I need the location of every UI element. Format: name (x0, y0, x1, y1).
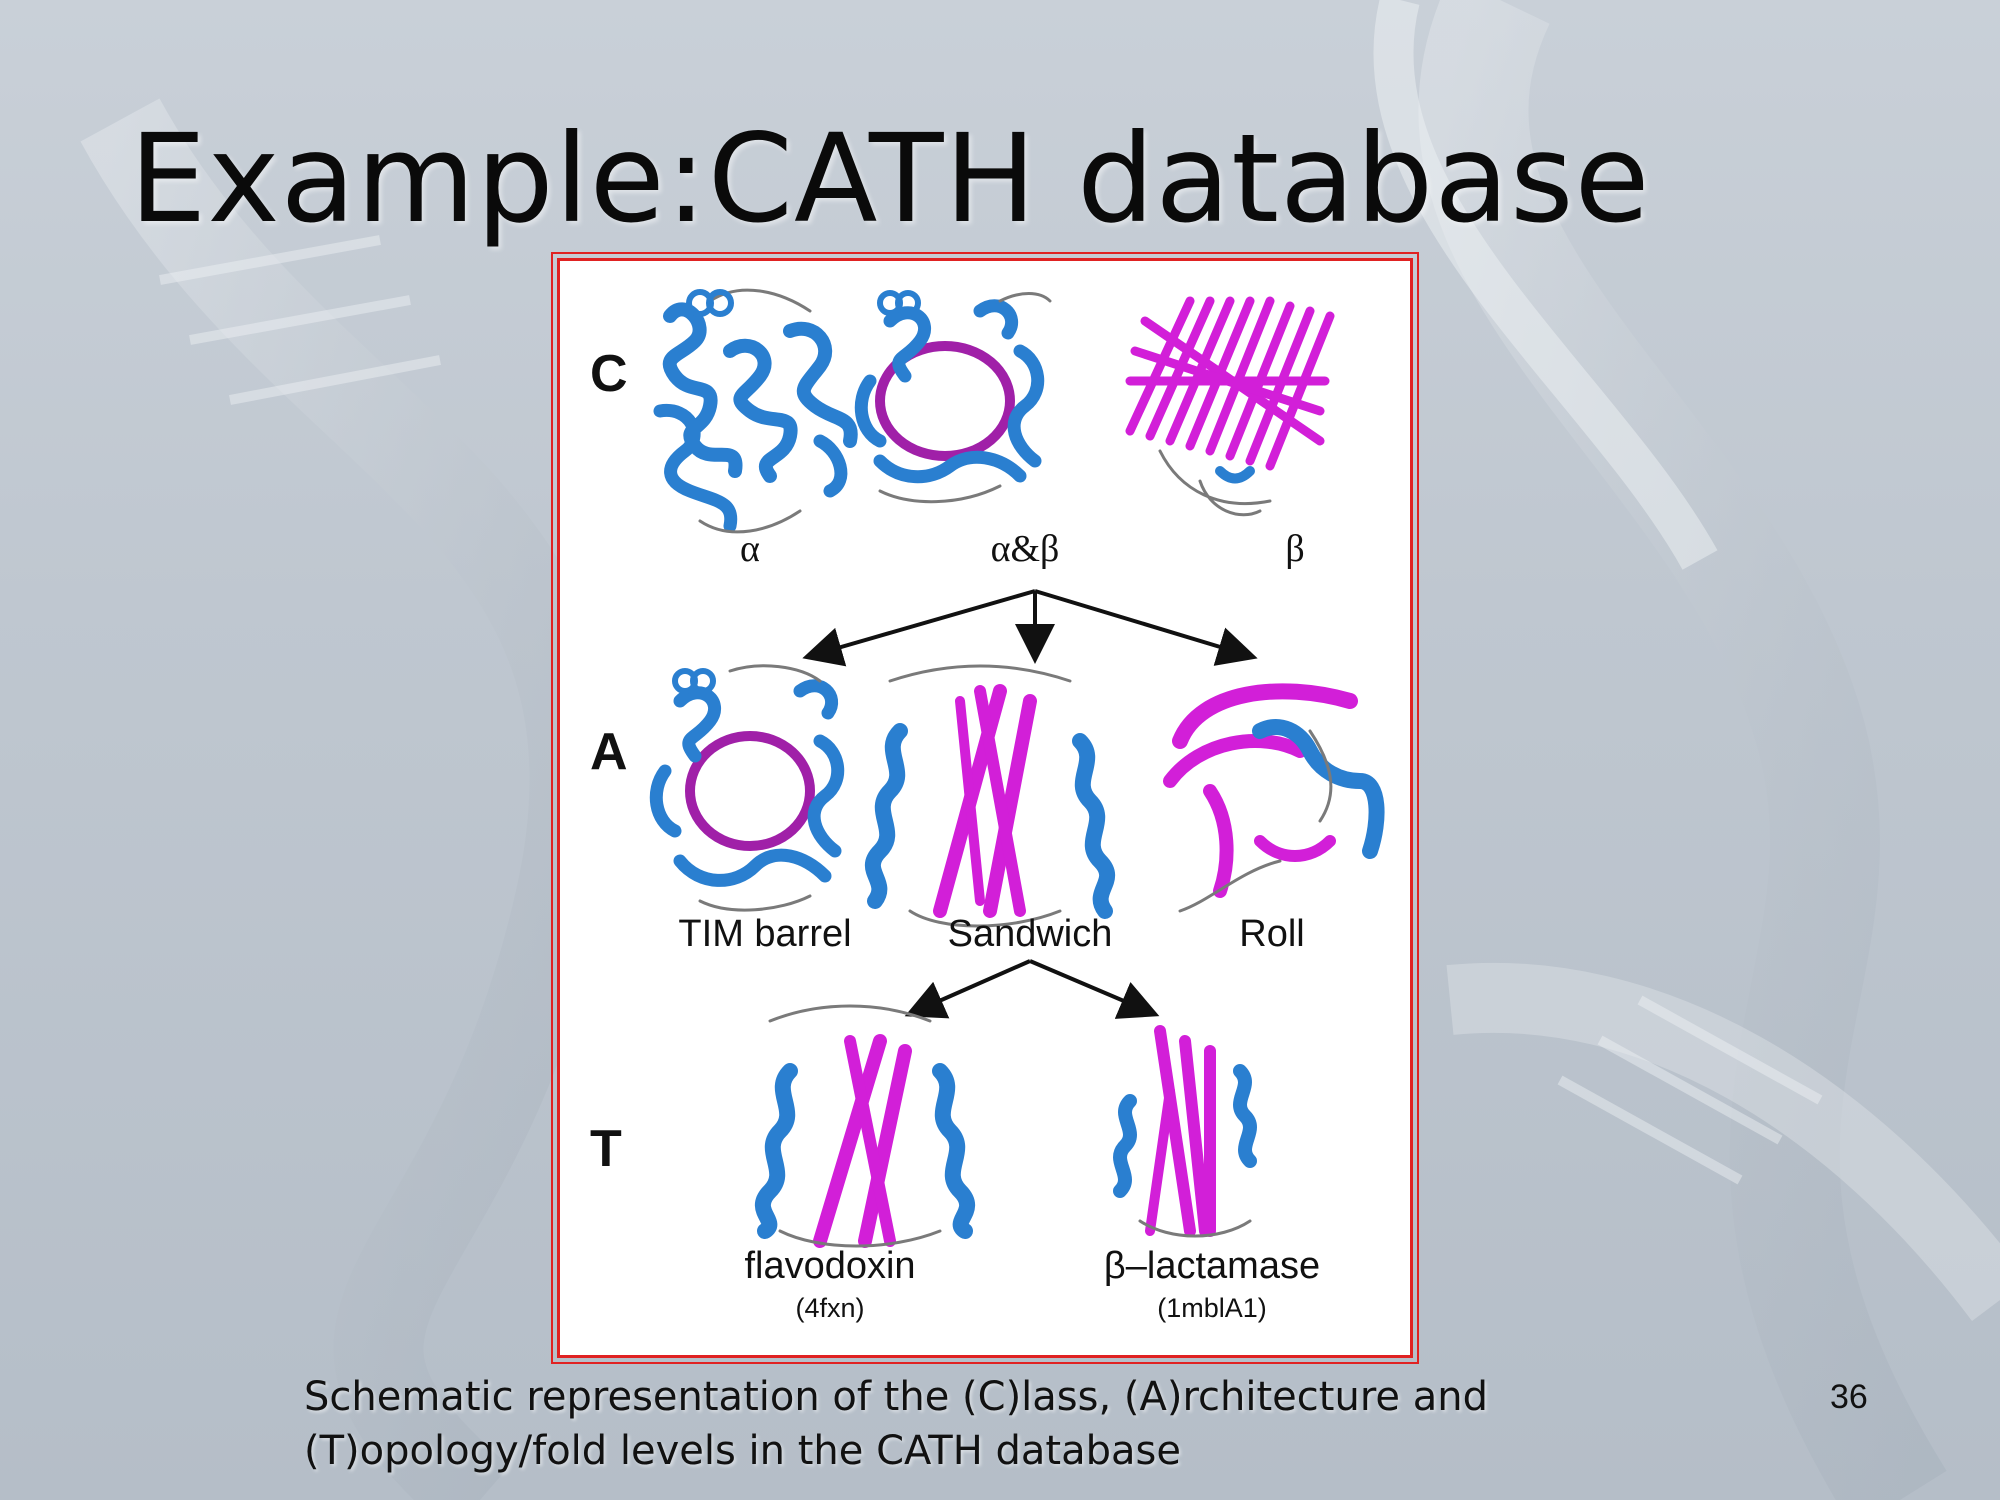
class-to-architecture-arrows (802, 589, 1258, 667)
roll-structure (1163, 683, 1385, 913)
architecture-label-roll: Roll (1239, 913, 1304, 955)
slide-caption: Schematic representation of the (C)lass,… (304, 1370, 1704, 1478)
class-label-beta: β (1285, 528, 1304, 570)
beta-class-structure (1125, 296, 1335, 517)
cath-figure: C A T (551, 252, 1419, 1364)
level-label-c: C (590, 345, 628, 403)
alpha-beta-class-structure (854, 290, 1052, 504)
slide-title: Example:CATH database (129, 108, 1651, 250)
alpha-class-structure (653, 288, 858, 534)
beta-lactamase-structure (1113, 1025, 1257, 1238)
topology-id-flavodoxin: (4fxn) (795, 1293, 864, 1323)
topology-id-beta-lactamase: (1mblA1) (1157, 1293, 1267, 1323)
sandwich-structure (864, 664, 1116, 928)
architecture-to-topology-arrows (904, 959, 1160, 1019)
tim-barrel-structure (649, 664, 845, 912)
topology-label-flavodoxin: flavodoxin (744, 1245, 915, 1287)
caption-line-2: (T)opology/fold levels in the CATH datab… (304, 1428, 1181, 1474)
page-number: 36 (1830, 1378, 1868, 1416)
topology-label-beta-lactamase: β–lactamase (1104, 1245, 1320, 1287)
class-label-alpha: α (740, 528, 760, 570)
level-label-t: T (590, 1120, 622, 1178)
class-label-alpha-beta: α&β (991, 528, 1060, 570)
flavodoxin-structure (755, 1004, 975, 1248)
caption-line-1: Schematic representation of the (C)lass,… (304, 1374, 1488, 1420)
level-label-a: A (590, 723, 628, 781)
architecture-label-sandwich: Sandwich (948, 913, 1113, 955)
architecture-label-tim-barrel: TIM barrel (678, 913, 851, 955)
cath-hierarchy-diagram: C A T (590, 288, 1385, 1323)
